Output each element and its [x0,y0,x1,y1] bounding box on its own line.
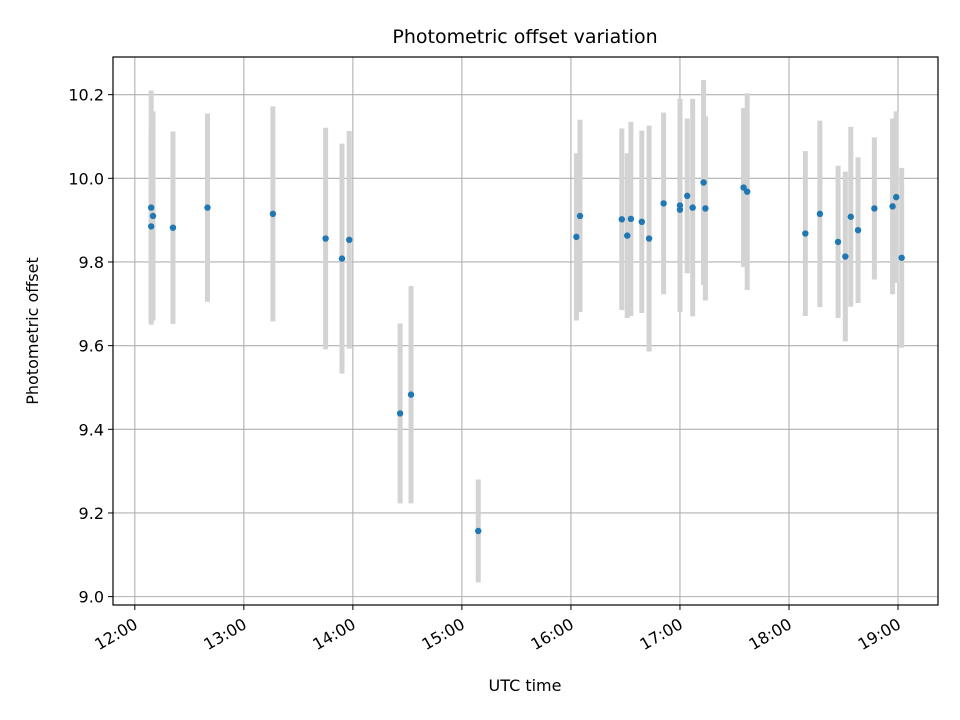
plot-frame [112,56,939,606]
y-tick-label: 10.0 [68,169,104,188]
data-point [898,254,905,261]
data-point [638,218,645,226]
data-point [147,223,155,230]
y-tick-label: 9.8 [79,253,104,272]
x-axis-label: UTC time [489,676,562,695]
data-point [834,238,842,246]
data-point [407,391,415,398]
data-point [702,205,709,212]
data-point [684,192,691,200]
y-tick-label: 10.2 [68,86,104,105]
data-point [645,235,653,242]
data-point [169,224,177,231]
data-point [204,204,211,211]
data-point [660,200,667,207]
data-point [573,233,580,241]
y-axis-ticks: 9.0 9.2 9.4 9.6 9.8 10.0 10.2 [68,86,113,607]
data-point [743,188,751,195]
data-point [854,226,862,234]
data-point [676,202,684,209]
data-point [802,230,809,237]
data-point [889,203,896,210]
chart-title: Photometric offset variation [392,26,657,48]
data-point [322,235,329,242]
data-point [740,184,747,191]
data-point [576,212,584,220]
data-point [338,255,346,262]
data-point [475,527,482,535]
data-point [842,253,849,260]
y-tick-label: 9.6 [79,337,104,356]
data-point [396,410,404,417]
data-points [147,179,905,535]
data-point [147,204,155,211]
y-tick-label: 9.4 [79,420,104,439]
data-point [816,210,824,218]
data-point [871,205,878,212]
y-tick-label: 9.2 [79,504,104,523]
data-point [700,179,707,186]
data-point [624,232,631,239]
data-point [627,215,635,223]
data-point [269,210,277,218]
y-axis-label: Photometric offset [23,257,42,405]
data-point [847,213,854,220]
data-point [618,216,626,223]
data-point [149,212,157,220]
data-point [893,193,900,201]
y-tick-label: 9.0 [79,588,104,607]
data-point [346,236,353,244]
data-point [689,204,696,211]
